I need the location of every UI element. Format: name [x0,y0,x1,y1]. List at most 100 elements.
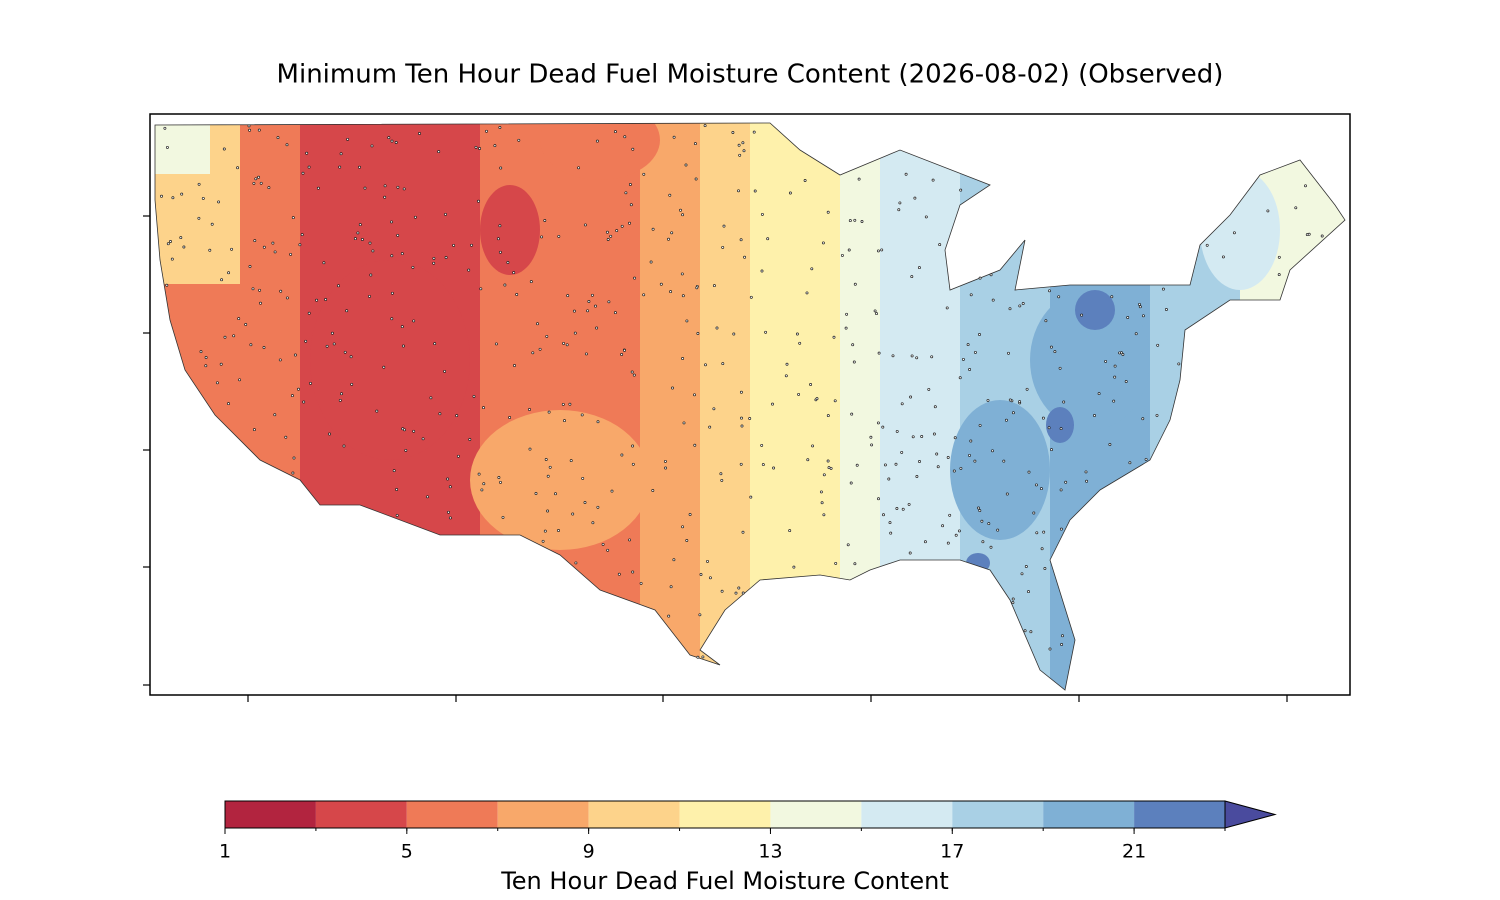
station [498,224,502,228]
station [259,181,263,185]
station [363,186,367,190]
station [568,402,572,406]
station [935,452,939,456]
station [606,548,610,552]
station [952,469,956,473]
station [649,260,653,264]
station [620,224,624,228]
stations [160,124,1324,659]
station [590,293,594,297]
station [1138,302,1141,306]
station [548,465,552,469]
station [1002,459,1006,463]
station [477,472,481,476]
station [300,233,304,237]
station [684,163,688,167]
station [895,507,899,510]
station [749,295,753,299]
station [631,444,635,448]
station [1011,597,1015,601]
station [898,201,902,205]
station [748,417,752,420]
station [1266,209,1270,213]
station [353,237,357,241]
station [909,395,913,399]
station [712,407,716,411]
station [889,531,893,535]
station [480,488,484,492]
station [342,444,346,448]
station [536,322,539,326]
colorbar-bin [1043,801,1135,828]
station [623,135,627,139]
station [820,501,824,505]
station [882,513,885,517]
station [609,234,613,238]
station [703,124,707,128]
station [433,342,437,346]
station [332,342,336,346]
station [343,350,347,354]
station [1277,255,1281,259]
station [855,463,859,467]
station [704,363,707,367]
station [273,413,277,417]
station [969,293,973,297]
station [1232,231,1236,235]
station [869,435,873,439]
station [1112,399,1116,403]
station [569,459,573,463]
station [546,474,550,478]
station [810,267,814,271]
station [792,565,796,569]
station [426,495,429,499]
station [927,387,931,391]
station [390,139,394,143]
station [954,533,958,537]
station [941,524,945,528]
station [766,237,770,241]
station [739,390,743,394]
station [1110,295,1114,299]
station [1104,359,1108,363]
station [395,513,399,517]
station [368,294,371,298]
map-band [640,123,700,690]
station [289,252,293,256]
station [1294,206,1298,210]
station [432,261,436,265]
station [681,213,685,217]
station [1141,417,1145,421]
station [938,243,942,247]
station [961,357,965,361]
station [494,342,498,346]
station [631,462,635,466]
station [897,208,901,212]
station [738,153,742,157]
station [499,480,502,484]
station [534,492,538,495]
station [978,509,982,513]
station [887,477,891,481]
station [737,189,740,193]
station [688,513,692,516]
station [217,200,221,204]
station [197,182,201,186]
station [501,515,505,519]
station [849,481,853,485]
station [946,456,950,459]
station [418,132,421,135]
station [852,360,856,364]
station [1138,305,1142,309]
station [581,476,585,480]
station [338,398,342,402]
station [904,172,908,176]
station [394,141,398,144]
station [601,542,605,546]
station [1048,647,1052,651]
station [679,208,682,212]
station [219,362,223,366]
station [215,381,219,385]
station [1004,418,1008,422]
station [258,288,262,292]
